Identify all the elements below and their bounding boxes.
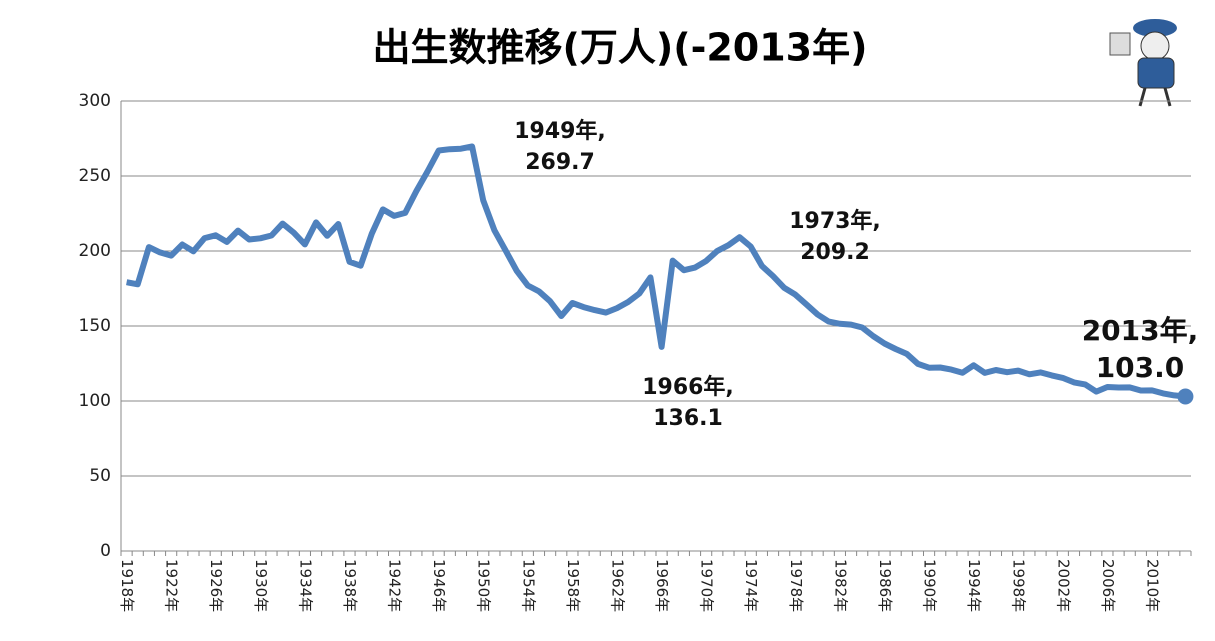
x-tick-label: 1998年: [1010, 559, 1028, 612]
x-tick-label: 1994年: [965, 559, 983, 612]
x-tick-label: 1938年: [341, 559, 359, 612]
x-tick-label: 1978年: [787, 559, 805, 612]
annotation: 1949年,: [514, 118, 606, 144]
x-tick-label: 1970年: [698, 559, 716, 612]
chart-title: 出生数推移(万人)(-2013年): [372, 26, 867, 70]
x-tick-label: 1926年: [207, 559, 225, 612]
y-tick-label: 300: [79, 91, 111, 111]
x-tick-label: 1934年: [296, 559, 314, 612]
data-line: [126, 143, 1186, 400]
x-tick-label: 1930年: [252, 559, 270, 612]
end-marker: [1177, 388, 1194, 405]
y-tick-label: 0: [100, 541, 111, 561]
x-tick-label: 1958年: [564, 559, 582, 612]
annotation: 209.2: [800, 240, 870, 265]
x-tick-label: 2010年: [1143, 559, 1161, 612]
mascot: [1109, 19, 1177, 107]
annotation: 1973年,: [789, 208, 881, 234]
x-tick-label: 1950年: [475, 559, 493, 612]
x-tick-label: 1986年: [876, 559, 894, 612]
y-tick-label: 250: [79, 166, 111, 186]
y-tick-label: 100: [79, 391, 111, 411]
x-tick-label: 1942年: [386, 559, 404, 612]
x-tick-label: 1962年: [608, 559, 626, 612]
x-tick-label: 1982年: [831, 559, 849, 612]
x-tick-label: 1966年: [653, 559, 671, 612]
x-tick-label: 1918年: [118, 559, 136, 612]
annotation: 2013年,: [1082, 314, 1199, 347]
y-tick-label: 50: [89, 466, 111, 486]
x-tick-label: 1954年: [519, 559, 537, 612]
annotation: 1966年,: [642, 374, 734, 400]
y-tick-label: 200: [79, 241, 111, 261]
x-tick-label: 1990年: [921, 559, 939, 612]
x-tick-label: 1974年: [742, 559, 760, 612]
x-tick-label: 1922年: [163, 559, 181, 612]
x-tick-label: 2006年: [1099, 559, 1117, 612]
annotation: 269.7: [525, 150, 595, 175]
annotation: 136.1: [653, 406, 723, 431]
y-tick-label: 150: [79, 316, 111, 336]
annotation: 103.0: [1096, 351, 1185, 384]
x-tick-label: 2002年: [1054, 559, 1072, 612]
x-tick-label: 1946年: [430, 559, 448, 612]
